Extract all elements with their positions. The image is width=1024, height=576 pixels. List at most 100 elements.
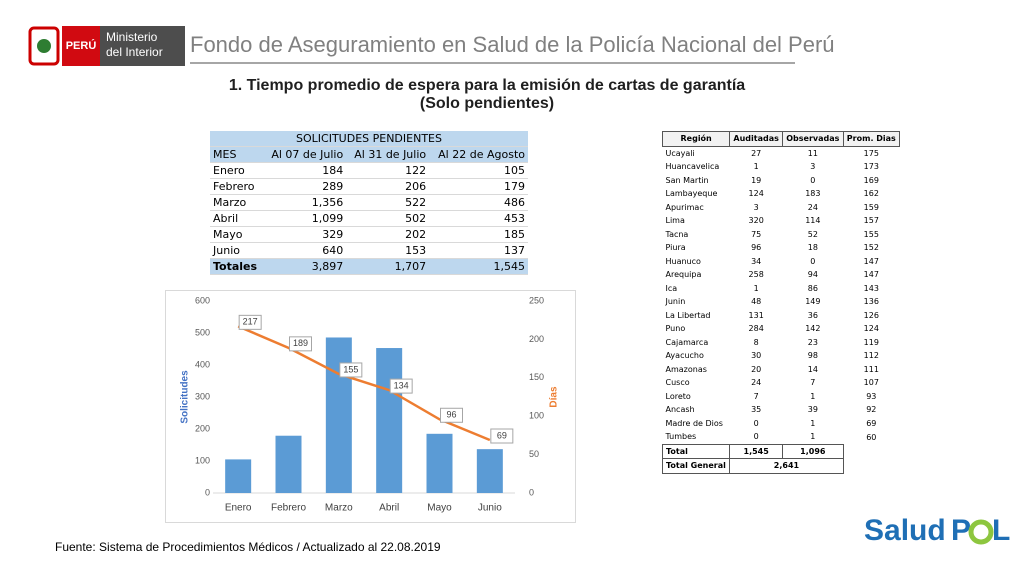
column-header: Al 31 de Julio: [346, 146, 430, 163]
cell: 320: [748, 216, 764, 226]
cell: 258: [748, 270, 764, 280]
ministry-box: [100, 26, 185, 66]
total-cell: 2,641: [729, 458, 844, 474]
cell: Cajamarca: [665, 337, 709, 347]
data-row: Huancavelica 1 3 173: [663, 160, 900, 174]
cell: La Libertad: [665, 310, 711, 320]
y-axis-label: Solicitudes: [180, 370, 191, 424]
cell: 60: [866, 432, 877, 442]
total-row: Total 1,545 1,096: [661, 443, 900, 459]
data-row: Cusco 24 7 107: [663, 376, 900, 390]
cell: 34: [751, 256, 762, 266]
cell: 119: [863, 337, 879, 347]
data-row: Arequipa 258 94 147: [663, 268, 900, 282]
data-row: Marzo 1,356 522 486: [210, 194, 528, 211]
cell: 27: [751, 148, 762, 158]
caption-row: SOLICITUDES PENDIENTES: [210, 131, 528, 147]
data-row: Ica 1 86 143: [663, 282, 900, 296]
cell: Arequipa: [665, 270, 702, 280]
cell: 35: [751, 405, 762, 415]
cell: 24: [807, 202, 818, 212]
data-label: 217: [243, 317, 258, 327]
column-header: Auditadas: [729, 131, 784, 147]
data-row: La Libertad 131 36 126: [663, 309, 900, 323]
cell: 162: [863, 189, 879, 199]
cell: 23: [807, 337, 818, 347]
total-cell: Totales: [210, 258, 264, 275]
total-row: Totales 3,897 1,707 1,545: [210, 258, 528, 275]
cell: 183: [805, 189, 821, 199]
data-row: Mayo 329 202 185: [210, 226, 528, 243]
cell: 94: [807, 270, 818, 280]
slide-title: 1. Tiempo promedio de espera para la emi…: [229, 77, 745, 94]
cell: 143: [863, 283, 879, 293]
cell: 284: [748, 324, 764, 334]
y2-tick-label: 250: [529, 295, 544, 305]
data-row: Abril 1,099 502 453: [210, 210, 528, 227]
data-row: Amazonas 20 14 111: [663, 363, 900, 377]
footer: Fuente: Sistema de Procedimientos Médico…: [55, 540, 441, 554]
cell: 185: [429, 226, 528, 243]
data-row: Piura 96 18 152: [663, 241, 900, 255]
x-tick-label: Marzo: [325, 503, 353, 514]
region-table: Región Auditadas Observadas Prom. Dias Ucaya…: [661, 131, 901, 474]
cell: 14: [807, 364, 818, 374]
cell: 107: [863, 378, 879, 388]
total-cell: Total: [661, 443, 731, 459]
cell: Apurimac: [665, 202, 704, 212]
cell: 1,099: [263, 210, 347, 227]
cell: 30: [751, 351, 762, 361]
data-label-box: [490, 428, 514, 444]
peru-box: [62, 26, 100, 66]
grand-total-row: Total General 2,641: [661, 458, 900, 474]
cell: 124: [748, 189, 764, 199]
data-row: Cajamarca 8 23 119: [663, 336, 900, 350]
data-row: Lambayeque 124 183 162: [663, 187, 900, 201]
data-row: Puno 284 142 124: [663, 322, 900, 336]
cell: 502: [346, 210, 430, 227]
cell: 153: [346, 242, 430, 259]
country: PERÚ: [66, 39, 97, 52]
cell: 1: [810, 418, 816, 428]
cell: Ayacucho: [665, 351, 704, 361]
cell: 98: [807, 351, 818, 361]
cell: 1: [810, 391, 816, 401]
data-row: Loreto 7 1 93: [663, 390, 900, 404]
cell: 3: [753, 202, 759, 212]
cell: Amazonas: [665, 364, 707, 374]
cell: 7: [810, 378, 816, 388]
data-row: Huanuco 34 0 147: [663, 255, 900, 269]
cell: 8: [753, 337, 759, 347]
data-label: 96: [446, 410, 456, 420]
cell: Cusco: [665, 378, 690, 388]
cell: San Martin: [665, 175, 709, 185]
cell: 0: [753, 432, 759, 442]
data-row: Apurimac 3 24 159: [663, 201, 900, 215]
cell: Lambayeque: [665, 189, 718, 199]
cell: Enero: [210, 162, 264, 179]
column-header: Observadas: [782, 131, 844, 147]
cell: 173: [863, 162, 879, 172]
total-cell: 1,545: [429, 258, 528, 275]
y-tick-label: 0: [205, 487, 210, 497]
total-cell: 1,707: [346, 258, 430, 275]
caption: SOLICITUDES PENDIENTES: [210, 131, 528, 147]
cell: 175: [863, 148, 879, 158]
cell: 52: [807, 229, 818, 239]
cell: 75: [751, 229, 762, 239]
cell: 179: [429, 178, 528, 195]
column-header: Región: [661, 131, 731, 147]
cell: 124: [863, 324, 879, 334]
x-tick-label: Mayo: [427, 503, 452, 514]
cell: 3: [810, 162, 816, 172]
cell: 289: [263, 178, 347, 195]
cell: 155: [863, 229, 879, 239]
cell: 184: [263, 162, 347, 179]
cell: 329: [263, 226, 347, 243]
cell: 159: [863, 202, 879, 212]
bar: [426, 433, 453, 493]
cell: 112: [863, 351, 879, 361]
data-row: Enero 184 122 105: [210, 162, 528, 179]
logo-text: P: [951, 514, 971, 547]
